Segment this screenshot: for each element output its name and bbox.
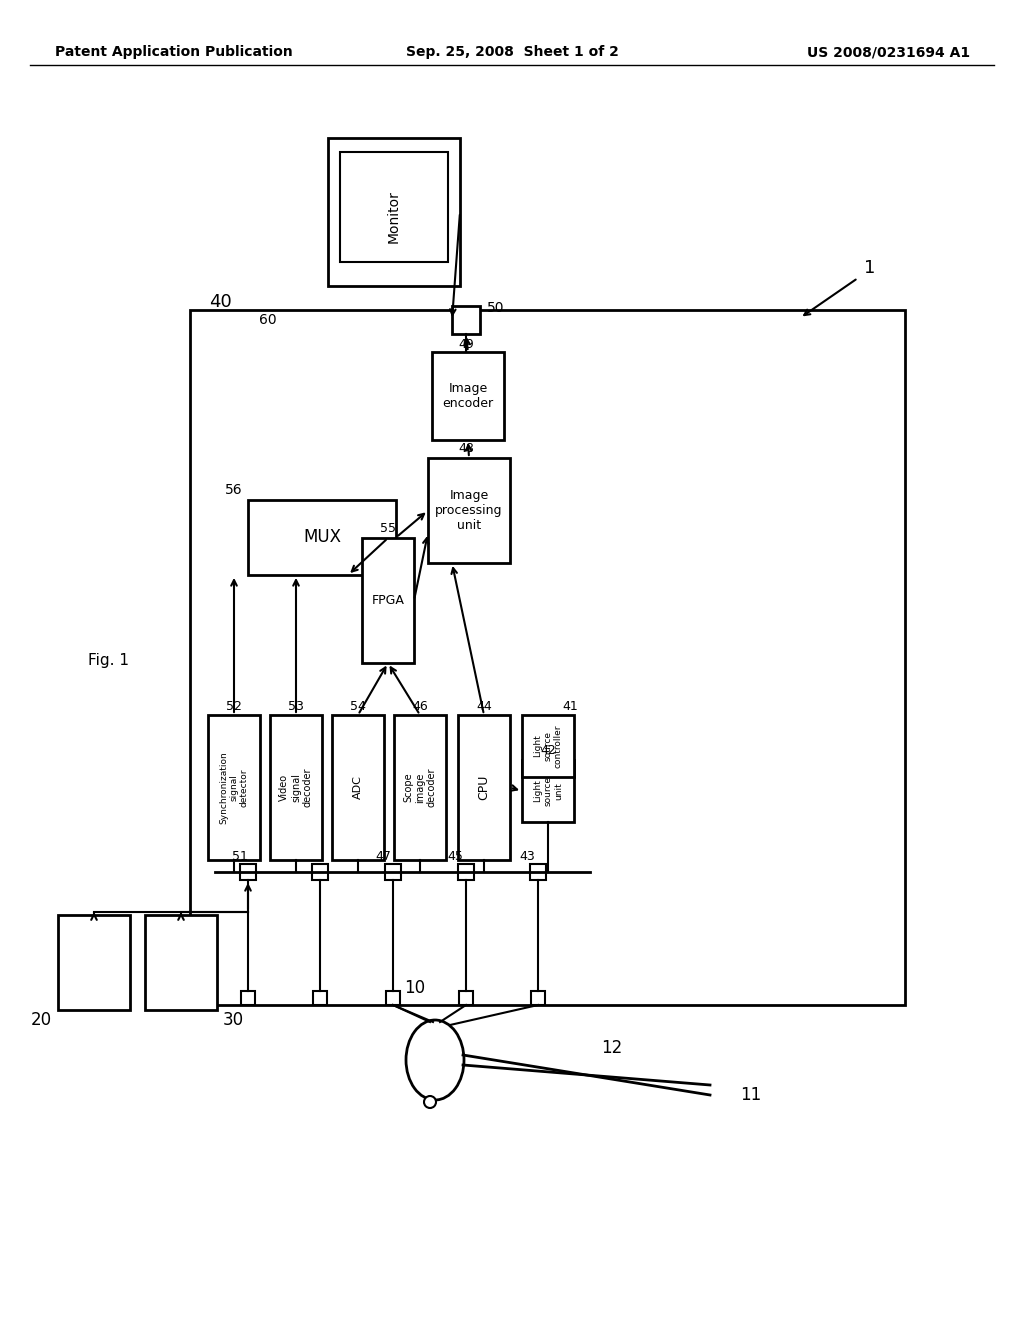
- Text: Sep. 25, 2008  Sheet 1 of 2: Sep. 25, 2008 Sheet 1 of 2: [406, 45, 618, 59]
- Text: 60: 60: [259, 313, 276, 327]
- Text: US 2008/0231694 A1: US 2008/0231694 A1: [807, 45, 970, 59]
- Text: 43: 43: [519, 850, 535, 862]
- Bar: [385, 865, 401, 880]
- Bar: [270, 715, 322, 861]
- Text: 48: 48: [458, 441, 474, 454]
- Text: 55: 55: [380, 523, 396, 536]
- Text: 45: 45: [447, 850, 463, 862]
- Bar: [530, 865, 546, 880]
- Text: Image
encoder: Image encoder: [442, 381, 494, 411]
- Text: 12: 12: [601, 1039, 623, 1057]
- Text: Patent Application Publication: Patent Application Publication: [55, 45, 293, 59]
- Text: 52: 52: [226, 700, 242, 713]
- Bar: [190, 310, 905, 1005]
- Bar: [522, 760, 574, 822]
- Ellipse shape: [406, 1020, 464, 1100]
- Bar: [248, 500, 396, 576]
- Text: 30: 30: [223, 1011, 244, 1030]
- Bar: [240, 865, 256, 880]
- Bar: [459, 991, 473, 1005]
- Circle shape: [424, 1096, 436, 1107]
- Text: FPGA: FPGA: [372, 594, 404, 607]
- Text: 47: 47: [375, 850, 391, 862]
- Text: 11: 11: [740, 1086, 761, 1104]
- Text: 50: 50: [487, 301, 505, 315]
- Text: Light
source
controller: Light source controller: [534, 725, 563, 768]
- Bar: [313, 991, 327, 1005]
- Text: Fig. 1: Fig. 1: [87, 652, 128, 668]
- Bar: [428, 458, 510, 564]
- Text: Light
source
unit: Light source unit: [534, 776, 563, 807]
- Text: 49: 49: [458, 338, 474, 351]
- Text: CPU: CPU: [477, 775, 490, 800]
- Text: 54: 54: [350, 700, 366, 713]
- Bar: [386, 991, 400, 1005]
- Text: ADC: ADC: [353, 776, 362, 800]
- Text: 46: 46: [412, 700, 428, 713]
- Text: Scope
image
decoder: Scope image decoder: [403, 768, 436, 808]
- Bar: [332, 715, 384, 861]
- Text: 56: 56: [225, 483, 243, 498]
- Bar: [458, 865, 474, 880]
- Bar: [241, 991, 255, 1005]
- Text: Video
signal
decoder: Video signal decoder: [280, 768, 312, 808]
- Text: 20: 20: [31, 1011, 52, 1030]
- Bar: [531, 991, 545, 1005]
- Bar: [328, 139, 460, 286]
- Text: 41: 41: [562, 700, 578, 713]
- Bar: [522, 715, 574, 777]
- Bar: [432, 352, 504, 440]
- Text: Monitor: Monitor: [387, 190, 401, 243]
- Text: MUX: MUX: [303, 528, 341, 546]
- Bar: [362, 539, 414, 663]
- Bar: [458, 715, 510, 861]
- Text: 53: 53: [288, 700, 304, 713]
- Bar: [394, 715, 446, 861]
- Text: 1: 1: [864, 259, 876, 277]
- Text: 51: 51: [232, 850, 248, 862]
- Text: Synchronization
signal
detector: Synchronization signal detector: [219, 751, 249, 824]
- Bar: [208, 715, 260, 861]
- Text: 10: 10: [404, 979, 426, 997]
- Bar: [145, 915, 217, 1010]
- Text: 44: 44: [476, 700, 492, 713]
- Text: 42: 42: [540, 744, 556, 758]
- Bar: [340, 152, 449, 261]
- Text: Image
processing
unit: Image processing unit: [435, 488, 503, 532]
- Bar: [312, 865, 328, 880]
- Bar: [58, 915, 130, 1010]
- Text: 40: 40: [209, 293, 231, 312]
- Bar: [452, 306, 480, 334]
